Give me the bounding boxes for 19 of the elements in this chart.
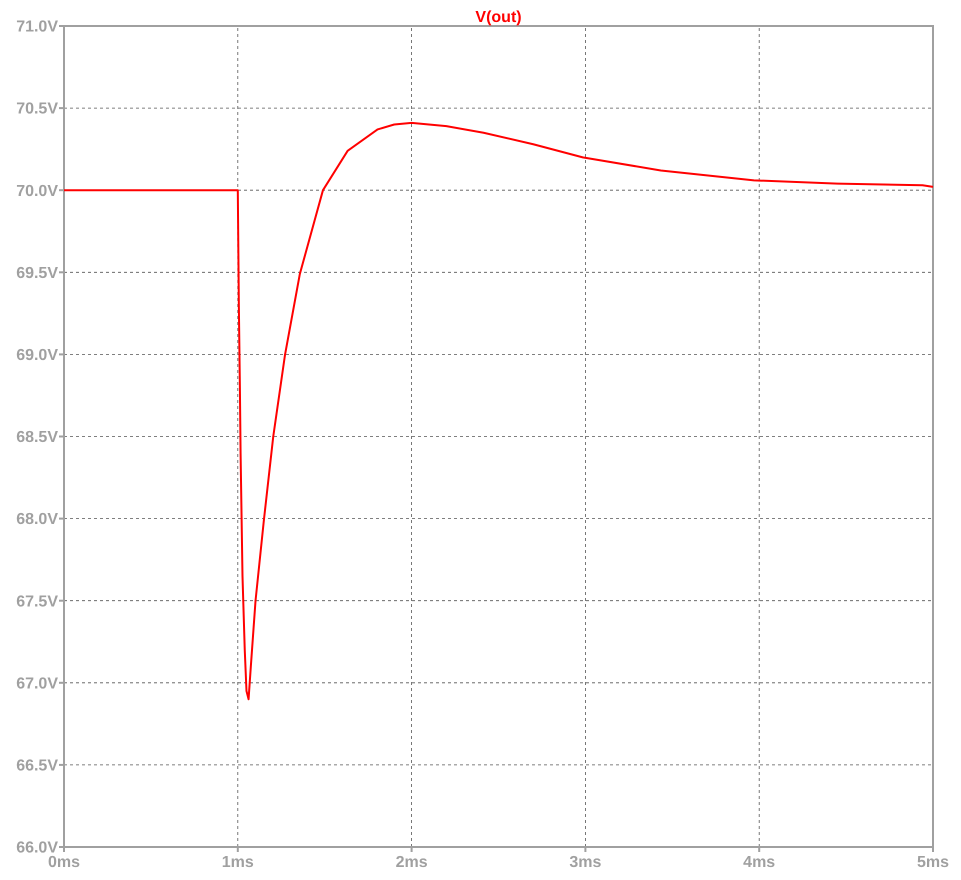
y-tick-label: 67.5V [16, 593, 58, 610]
y-tick-label: 66.0V [16, 840, 58, 857]
x-tick-label: 5ms [916, 854, 950, 871]
y-tick-label: 68.0V [16, 511, 58, 528]
y-tick-label: 69.5V [16, 264, 58, 282]
x-tick-label: 4ms [743, 854, 776, 871]
chart-title: V(out) [475, 9, 522, 26]
x-tick-label: 3ms [569, 854, 602, 871]
x-tick-label: 2ms [396, 854, 428, 871]
line-series [63, 122, 934, 700]
y-tick-label: 67.0V [16, 675, 58, 692]
y-tick-label: 66.5V [16, 758, 58, 774]
y-tick-label: 68.5V [16, 429, 58, 446]
y-tick-label: 70.0V [16, 182, 58, 200]
y-tick-label: 71.0V [16, 18, 58, 36]
x-tick-label: 1ms [222, 854, 254, 871]
y-tick-label: 70.5V [16, 100, 58, 118]
y-tick-label: 69.0V [16, 347, 58, 364]
x-tick-label: 0ms [48, 854, 80, 871]
